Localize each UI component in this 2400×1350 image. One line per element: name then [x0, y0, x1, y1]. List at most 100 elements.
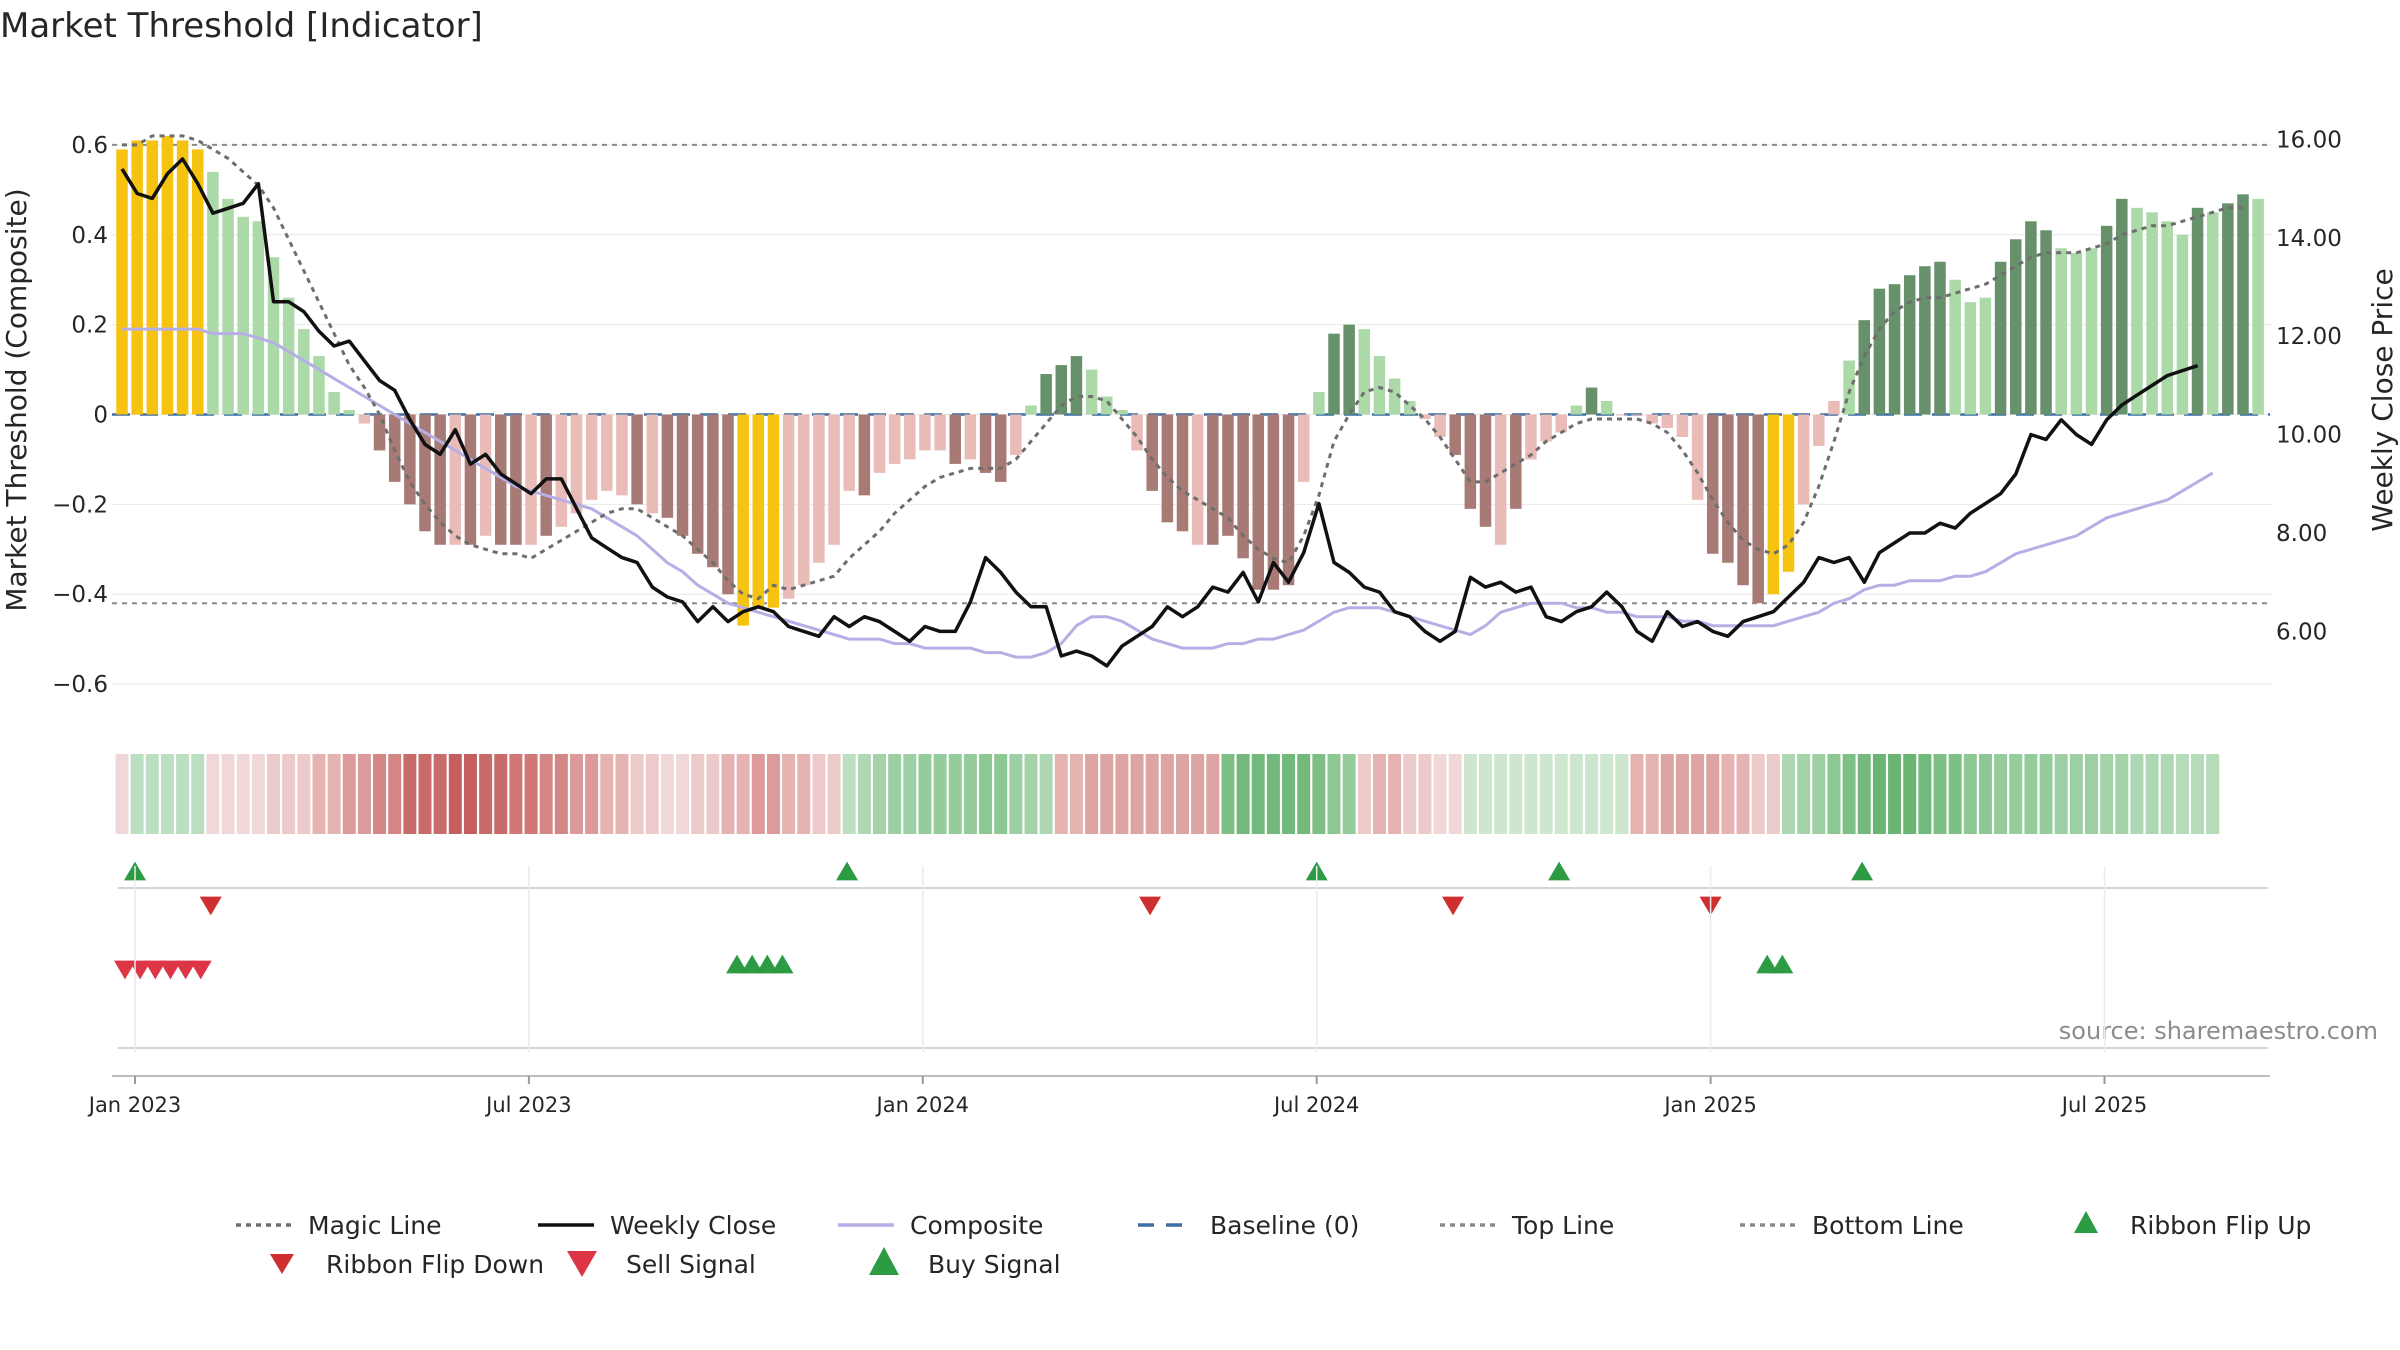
ribbon-cell — [630, 754, 644, 834]
x-tick-label: Jan 2024 — [875, 1093, 970, 1117]
ribbon-cell — [236, 754, 250, 834]
composite-bar — [2055, 248, 2067, 415]
composite-bar — [616, 414, 628, 496]
ribbon-cell — [479, 754, 493, 834]
ribbon-cell — [751, 754, 765, 834]
ribbon-cell — [645, 754, 659, 834]
ribbon-cell — [873, 754, 886, 834]
composite-bar — [282, 297, 295, 415]
legend-label: Baseline (0) — [1210, 1211, 1359, 1240]
ribbon-cell — [1751, 754, 1765, 834]
ribbon-cell — [2009, 754, 2023, 834]
ribbon-cell — [1691, 754, 1705, 834]
composite-bar — [1600, 401, 1613, 415]
composite-bar — [1616, 414, 1628, 416]
ribbon-cell — [1615, 754, 1629, 834]
composite-bar — [1661, 414, 1674, 428]
composite-bar — [1964, 302, 1977, 415]
composite-bar — [176, 140, 189, 415]
ribbon-cell — [282, 754, 296, 834]
ribbon-cell — [600, 754, 614, 834]
ribbon-cell — [1569, 754, 1583, 834]
left-tick-label: −0.6 — [52, 672, 108, 698]
composite-bar — [979, 414, 992, 473]
ribbon-cell — [2145, 754, 2159, 834]
legend-label: Bottom Line — [1812, 1211, 1964, 1240]
ribbon-cell — [963, 754, 977, 834]
sell-signal-marker — [174, 960, 197, 980]
composite-bar — [585, 414, 598, 500]
composite-bar — [964, 414, 977, 460]
x-tick-label: Jul 2024 — [1272, 1093, 1359, 1117]
ribbon-cell — [1160, 754, 1174, 834]
ribbon-cell — [797, 754, 811, 834]
composite-bar — [479, 414, 492, 536]
ribbon-cell — [1251, 754, 1265, 834]
ribbon-flip-up-marker — [836, 861, 859, 881]
composite-bar — [1752, 414, 1764, 604]
composite-bar — [631, 414, 643, 505]
composite-bar — [2252, 198, 2264, 415]
ribbon-cell — [145, 754, 159, 834]
ribbon-cell — [812, 754, 826, 834]
ribbon-cell — [1342, 754, 1356, 834]
composite-bar — [222, 198, 234, 415]
composite-bar — [1252, 414, 1264, 590]
composite-bar — [1434, 414, 1446, 437]
ribbon-cell — [1888, 754, 1902, 834]
left-tick-label: 0 — [93, 402, 108, 428]
ribbon-cell — [1054, 754, 1068, 834]
composite-bar — [1131, 414, 1143, 451]
left-tick-label: −0.2 — [52, 492, 108, 518]
legend-swatch — [2074, 1211, 2098, 1233]
composite-bar — [646, 414, 658, 514]
buy-signal-marker — [1756, 954, 1779, 974]
composite-bar — [570, 414, 583, 514]
ribbon-cell — [918, 754, 932, 834]
composite-bar — [1873, 288, 1886, 415]
composite-bar — [1691, 414, 1704, 500]
ribbon-cell — [570, 754, 583, 834]
composite-bar — [934, 414, 946, 451]
legend-swatch — [270, 1254, 294, 1274]
ribbon-cell — [1297, 754, 1311, 834]
composite-bar — [1570, 405, 1583, 415]
right-tick-label: 12.00 — [2276, 324, 2342, 350]
ribbon-cell — [1448, 754, 1462, 834]
left-axis-label: Market Threshold (Composite) — [0, 188, 33, 611]
ribbon-flip-down-marker — [199, 896, 222, 916]
composite-bar — [1585, 387, 1598, 415]
ribbon-cell — [1918, 754, 1932, 834]
composite-bar — [1494, 414, 1507, 545]
ribbon-cell — [388, 754, 402, 834]
composite-bar — [676, 414, 689, 536]
ribbon-cell — [1418, 754, 1432, 834]
composite-bar — [1176, 414, 1189, 532]
x-tick-label: Jan 2025 — [1662, 1093, 1757, 1117]
legend-swatch — [567, 1251, 597, 1277]
composite-bar — [1116, 410, 1128, 415]
ribbon-cell — [433, 754, 447, 834]
composite-bar — [1767, 414, 1780, 595]
composite-bar — [328, 392, 340, 415]
composite-bar — [2146, 212, 2158, 415]
composite-bar — [2161, 221, 2173, 415]
ribbon-cell — [176, 754, 190, 834]
sell-signal-marker — [144, 960, 167, 980]
composite-bar — [1994, 261, 2007, 415]
composite-bar — [1040, 374, 1052, 415]
composite-bar — [1676, 414, 1689, 437]
composite-bar — [2131, 207, 2143, 415]
ribbon-cell — [2206, 754, 2220, 834]
reference-lines — [112, 143, 2272, 605]
buy-signal-marker — [1771, 954, 1794, 974]
ribbon-cell — [1978, 754, 1992, 834]
composite-bar — [1343, 324, 1355, 415]
axis-ticks: 0.6 0.4 0.2 0 −0.2 −0.4 −0.6 16.00 14.00 12.00 10.… — [52, 127, 2342, 698]
ribbon-cell — [1948, 754, 1962, 834]
ribbon-cell — [1645, 754, 1659, 834]
ribbon-cell — [1206, 754, 1220, 834]
composite-bar — [1449, 414, 1461, 455]
composite-bar — [1373, 356, 1386, 415]
ribbon-cell — [1857, 754, 1871, 834]
